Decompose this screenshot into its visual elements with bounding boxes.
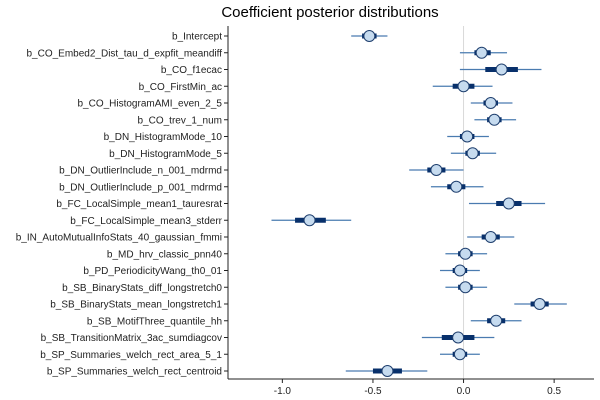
y-tick-label: b_DN_OutlierInclude_n_001_mdrmd [59,166,222,177]
median-point [459,281,472,294]
y-tick-label: b_DN_HistogramMode_5 [109,149,222,160]
y-tick-label: b_MD_hrv_classic_pnn40 [107,249,223,260]
y-tick-label: b_SB_TransitionMatrix_3ac_sumdiagcov [41,333,222,344]
y-tick-label: b_IN_AutoMutualInfoStats_40_gaussian_fmm… [16,233,222,244]
y-tick-label: b_CO_Embed2_Dist_tau_d_expfit_meandiff [27,48,223,59]
y-tick-label: b_FC_LocalSimple_mean3_stderr [70,216,222,227]
y-tick-label: b_DN_OutlierInclude_p_001_mdrmd [59,182,222,193]
median-point [453,348,466,361]
median-point [459,247,472,260]
y-tick-label: b_PD_PeriodicityWang_th0_01 [83,266,222,277]
median-point [461,130,474,143]
median-point [381,365,394,377]
y-tick-label: b_FC_LocalSimple_mean1_tauresrat [56,199,222,210]
median-point [502,197,515,210]
median-point [457,80,470,93]
plot-area: -1.0 -0.5 0.0 0.5 b_Intercept b_CO_Embed2_Dis… [16,26,594,397]
median-point [452,331,465,344]
y-tick-label: b_DN_HistogramMode_10 [104,132,223,143]
y-tick-label: b_CO_trev_1_num [138,115,223,126]
x-tick-label: -1.0 [274,386,292,397]
median-point [453,264,466,277]
y-tick-label: b_SP_Summaries_welch_rect_area_5_1 [40,350,222,361]
median-point [475,46,488,59]
y-tick-label: b_SB_BinaryStats_diff_longstretch0 [62,283,222,294]
median-point [488,113,501,126]
median-point [430,164,443,176]
y-tick-label: b_CO_HistogramAMI_even_2_5 [77,99,222,110]
y-tick-label: b_CO_FirstMin_ac [139,82,222,93]
y-tick-label: b_SB_BinaryStats_mean_longstretch1 [50,300,222,311]
median-point [450,180,463,193]
y-tick-label: b_CO_f1ecac [161,65,222,76]
median-point [363,30,376,42]
chart-title: Coefficient posterior distributions [221,4,438,21]
median-point [533,298,546,310]
x-tick-label: 0.0 [457,386,471,397]
median-point [484,97,497,109]
median-point [303,214,316,227]
x-tick-label: 0.5 [547,386,561,397]
y-tick-label: b_SP_Summaries_welch_rect_centroid [47,367,222,378]
x-tick-label: -0.5 [364,386,382,397]
median-point [466,147,479,160]
y-tick-label: b_Intercept [172,32,222,43]
y-tick-label: b_SB_MotifThree_quantile_hh [87,316,222,327]
median-point [484,231,497,243]
median-point [490,314,503,327]
median-point [495,63,508,76]
